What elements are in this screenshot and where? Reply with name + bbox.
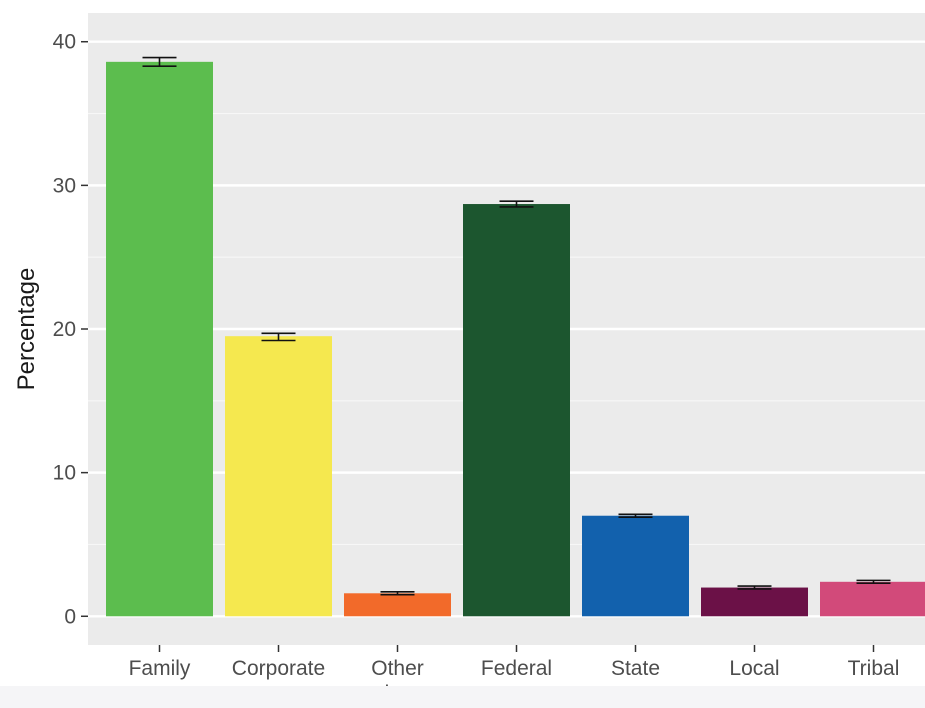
x-tick-label-corporate: Corporate	[232, 657, 325, 680]
x-tick-label-local: Local	[729, 657, 779, 680]
bar-other-private	[344, 593, 451, 617]
y-tick-label: 10	[53, 462, 76, 485]
y-axis: 0 10 20 30 40	[53, 31, 88, 628]
bar-corporate	[225, 336, 332, 617]
error-bar-tribal	[856, 579, 891, 585]
y-axis-title: Percentage	[13, 268, 40, 391]
bar-local	[701, 587, 808, 617]
error-bar-corporate	[261, 332, 296, 342]
bar-tribal	[820, 581, 925, 617]
bar-family	[106, 61, 213, 617]
error-bar-other-private	[380, 591, 415, 596]
x-tick-label-federal: Federal	[481, 657, 552, 680]
x-tick-label-state: State	[611, 657, 660, 680]
bar-federal	[463, 204, 570, 617]
bottom-strip	[0, 686, 925, 708]
error-bar-federal	[499, 200, 534, 208]
y-tick-label: 20	[53, 318, 76, 341]
y-tick-label: 0	[64, 605, 76, 628]
x-tick-label-other-private: Other	[371, 657, 424, 680]
bar-state	[582, 515, 689, 617]
x-tick-label-tribal: Tribal	[848, 657, 900, 680]
y-tick-label: 40	[53, 31, 76, 54]
y-tick-label: 30	[53, 174, 76, 197]
bars	[106, 61, 925, 617]
error-bar-family	[142, 56, 177, 67]
error-bars	[142, 56, 891, 596]
x-tick-label-family: Family	[129, 657, 191, 680]
x-axis: FamilyCorporateOtherprivateFederalStateL…	[129, 645, 900, 705]
error-bar-state	[618, 513, 653, 518]
error-bar-local	[737, 585, 772, 590]
